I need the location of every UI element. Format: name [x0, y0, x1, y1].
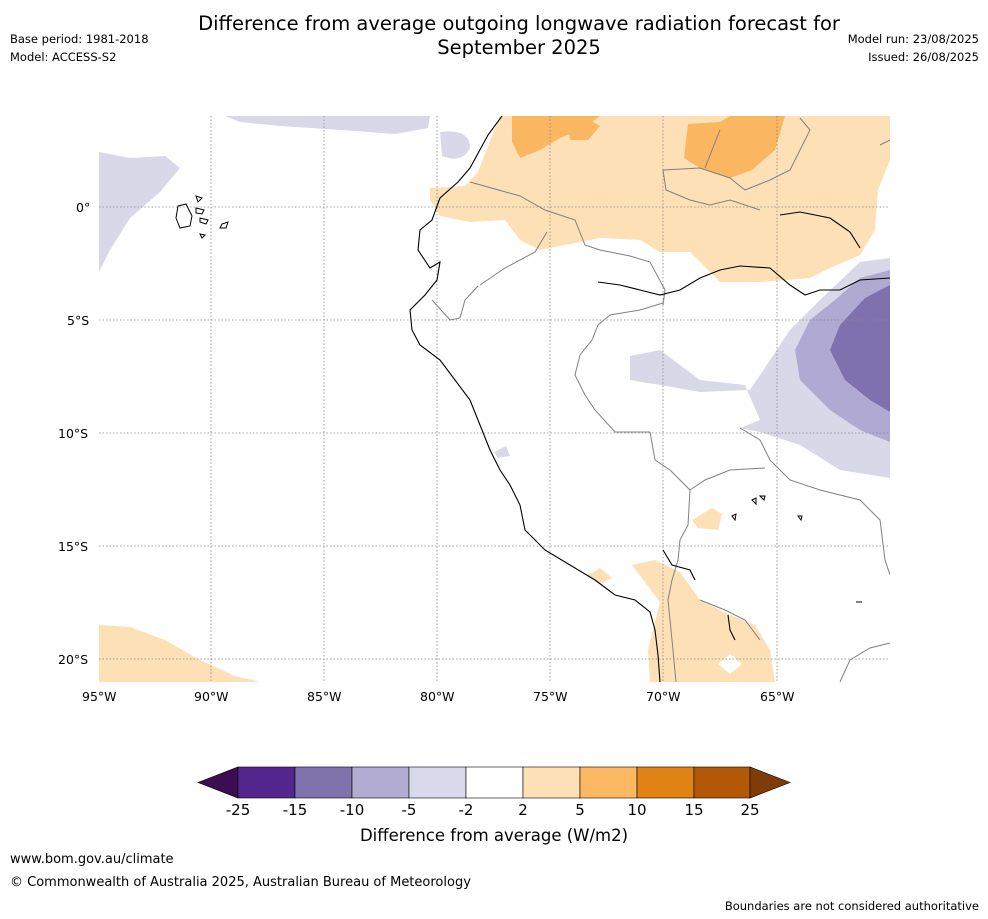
meta-left: Base period: 1981-2018 Model: ACCESS-S2 — [10, 30, 149, 66]
footer-copyright: © Commonwealth of Australia 2025, Austra… — [10, 875, 471, 890]
region-neg-2-5-west — [99, 152, 180, 272]
footer-disclaimer: Boundaries are not considered authoritat… — [724, 899, 979, 913]
colorbar-bin-4 — [408, 766, 467, 799]
region-pos-5-10-c — [684, 116, 785, 178]
coastline — [409, 116, 890, 682]
colorbar-tick-neg2: -2 — [458, 801, 474, 819]
lon-label-80w: 80°W — [420, 689, 455, 704]
colorbar-tick-2: 2 — [518, 801, 528, 819]
model-run: Model run: 23/08/2025 — [847, 32, 979, 46]
colorbar-bin-7 — [579, 766, 638, 799]
region-pos-5-10-b — [568, 120, 600, 140]
colorbar-bin-6 — [522, 766, 581, 799]
title-line-2: September 2025 — [437, 36, 601, 59]
lon-label-65w: 65°W — [760, 689, 795, 704]
forecast-map — [99, 116, 890, 682]
region-pos-2-5-south-coast — [588, 568, 612, 584]
colorbar-tick-25: 25 — [740, 801, 760, 819]
colorbar-tick-neg25: -25 — [225, 801, 251, 819]
colorbar-extend-low — [197, 766, 239, 799]
region-pos-2-5-south-main — [632, 560, 775, 682]
map-title: Difference from average outgoing longwav… — [0, 12, 988, 60]
lon-label-85w: 85°W — [307, 689, 342, 704]
region-pos-2-5-north — [430, 116, 890, 282]
galapagos-islands — [175, 195, 862, 603]
lon-label-95w: 95°W — [82, 689, 117, 704]
lon-label-90w: 90°W — [194, 689, 229, 704]
model-name: Model: ACCESS-S2 — [10, 50, 117, 64]
colorbar-tick-neg10: -10 — [339, 801, 365, 819]
base-period: Base period: 1981-2018 — [10, 32, 149, 46]
region-neg-2-5-north — [225, 116, 430, 134]
colorbar-tick-15: 15 — [684, 801, 704, 819]
colorbar-bin-2 — [294, 766, 353, 799]
anomaly-regions — [99, 116, 890, 682]
colorbar-tick-neg5: -5 — [401, 801, 417, 819]
country-borders — [431, 117, 890, 682]
lat-label-5s: 5°S — [67, 313, 90, 328]
colorbar-bin-5 — [465, 766, 524, 799]
region-neg-2-5-coast — [494, 446, 510, 458]
lat-label-20s: 20°S — [58, 652, 89, 667]
colorbar-extend-high — [749, 766, 791, 799]
lon-label-75w: 75°W — [533, 689, 568, 704]
region-neg-10-15-east — [830, 285, 890, 412]
lat-label-0: 0° — [76, 200, 91, 215]
colorbar-bin-1 — [237, 766, 296, 799]
colorbar-bin-3 — [351, 766, 410, 799]
region-pos-2-5-south-small — [692, 508, 722, 530]
title-line-1: Difference from average outgoing longwav… — [198, 12, 840, 35]
colorbar — [197, 766, 791, 799]
region-pos-2-5-southwest — [99, 625, 260, 682]
colorbar-tick-10: 10 — [627, 801, 647, 819]
meta-right: Model run: 23/08/2025 Issued: 26/08/2025 — [848, 30, 979, 66]
graticule — [99, 116, 890, 682]
colorbar-title: Difference from average (W/m2) — [359, 826, 629, 845]
issued-date: Issued: 26/08/2025 — [868, 50, 979, 64]
footer-url: www.bom.gov.au/climate — [10, 852, 174, 867]
colorbar-bin-8 — [636, 766, 695, 799]
colorbar-tick-5: 5 — [575, 801, 585, 819]
colorbar-bin-9 — [693, 766, 751, 799]
lon-label-70w: 70°W — [646, 689, 681, 704]
lat-label-15s: 15°S — [58, 539, 89, 554]
region-neg-2-5-north-2 — [440, 131, 470, 159]
lat-label-10s: 10°S — [58, 426, 89, 441]
colorbar-tick-neg15: -15 — [282, 801, 308, 819]
